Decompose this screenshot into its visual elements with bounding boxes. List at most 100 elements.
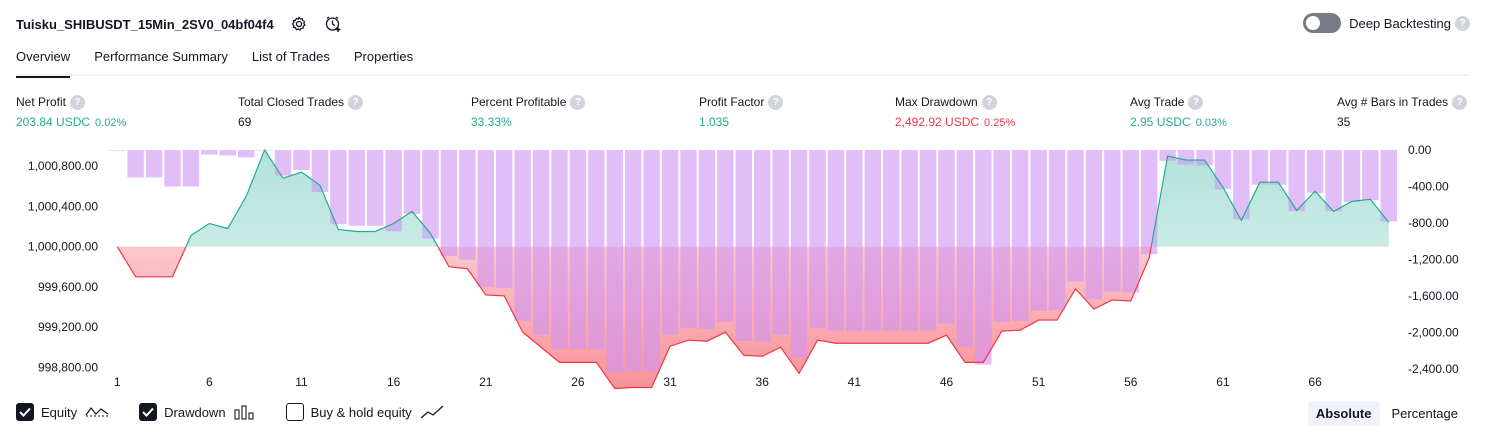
- y-right-tick-label: -2,000.00: [1408, 326, 1459, 340]
- help-icon[interactable]: ?: [1452, 94, 1468, 110]
- checkbox-drawdown[interactable]: [139, 403, 158, 421]
- checkbox-equity[interactable]: [16, 403, 34, 421]
- deep-backtesting: Deep Backtesting ?: [1303, 13, 1470, 33]
- y-right-tick-label: -400.00: [1408, 180, 1449, 194]
- drawdown-bar: [385, 150, 402, 232]
- tab-list-of-trades[interactable]: List of Trades: [251, 49, 330, 64]
- buy-hold-line-icon: [420, 404, 444, 420]
- metric-percent: 0.02%: [95, 117, 127, 129]
- drawdown-bar: [754, 150, 771, 342]
- drawdown-bar: [606, 150, 623, 372]
- drawdown-bar: [717, 150, 734, 322]
- drawdown-bar: [477, 150, 494, 288]
- drawdown-bar: [1233, 150, 1250, 220]
- strategy-title: Tuisku_SHIBUSDT_15Min_2SV0_04bf04f4: [16, 16, 274, 32]
- metric-label: Net Profit: [16, 95, 67, 109]
- drawdown-bar: [864, 150, 881, 331]
- drawdown-bar: [145, 150, 163, 178]
- drawdown-bar: [1030, 150, 1047, 311]
- x-tick-label: 51: [1032, 375, 1046, 389]
- drawdown-bar: [293, 150, 310, 171]
- help-icon[interactable]: ?: [570, 94, 586, 110]
- legend-label: Equity: [41, 404, 78, 420]
- deep-backtesting-toggle[interactable]: [1303, 13, 1342, 33]
- y-left-tick-label: 998,800.00: [38, 360, 98, 374]
- metric-net-profit: Net Profit? 203.84 USDC 0.02%: [16, 94, 126, 129]
- tab-properties[interactable]: Properties: [353, 49, 414, 64]
- equity-drawdown-chart[interactable]: 1,000,800.00 1,000,400.00 1,000,000.00 999,…: [0, 140, 1486, 390]
- drawdown-bar: [827, 150, 845, 331]
- drawdown-bar: [274, 150, 292, 176]
- report-tabs: Overview Performance Summary List of Tra…: [16, 46, 1470, 78]
- help-icon[interactable]: ?: [981, 94, 997, 110]
- metric-avg-trade: Avg Trade? 2.95 USDC 0.03%: [1130, 94, 1227, 129]
- help-icon[interactable]: ?: [1188, 94, 1204, 110]
- drawdown-bar: [1270, 150, 1287, 185]
- drawdown-bar: [1048, 150, 1066, 310]
- drawdown-bar: [680, 150, 697, 329]
- metric-percent: 0.25%: [984, 117, 1016, 129]
- tab-overview[interactable]: Overview: [16, 46, 71, 78]
- x-tick-label: 1: [114, 375, 121, 389]
- help-icon[interactable]: ?: [768, 94, 784, 110]
- x-tick-label: 31: [663, 375, 677, 389]
- drawdown-bar: [975, 150, 992, 365]
- drawdown-bar: [735, 150, 752, 341]
- drawdown-bar: [514, 150, 531, 321]
- drawdown-bar: [1214, 150, 1232, 190]
- x-tick-label: 21: [479, 375, 493, 389]
- metrics-row: Net Profit? 203.84 USDC 0.02% Total Close…: [16, 94, 1470, 130]
- drawdown-bar: [698, 150, 716, 330]
- help-icon[interactable]: ?: [70, 94, 86, 110]
- drawdown-bar: [1251, 150, 1268, 185]
- drawdown-bar: [330, 150, 347, 224]
- legend-drawdown[interactable]: Drawdown: [139, 403, 255, 421]
- drawdown-bar: [1177, 150, 1195, 165]
- drawdown-bar: [993, 150, 1010, 322]
- drawdown-bar: [532, 150, 550, 335]
- metric-label: Avg # Bars in Trades: [1337, 95, 1449, 109]
- drawdown-bar: [588, 150, 605, 350]
- x-tick-label: 41: [848, 375, 862, 389]
- x-tick-label: 36: [756, 375, 770, 389]
- drawdown-bar: [1306, 150, 1324, 193]
- drawdown-bar: [569, 150, 587, 350]
- checkbox-buy-hold-equity[interactable]: [285, 403, 304, 421]
- drawdown-bar: [164, 150, 181, 187]
- legend-equity[interactable]: Equity: [16, 403, 109, 421]
- drawdown-bar: [809, 150, 826, 329]
- drawdown-bar: [127, 150, 144, 178]
- help-icon[interactable]: ?: [348, 94, 364, 110]
- y-left-tick-label: 999,600.00: [38, 280, 98, 294]
- drawdown-bar: [956, 150, 974, 348]
- drawdown-bar: [551, 150, 568, 350]
- y-right-tick-label: -800.00: [1408, 216, 1449, 230]
- help-icon[interactable]: ?: [1455, 15, 1470, 31]
- equity-line-positive: [117, 148, 1390, 247]
- toggle-knob: [1306, 16, 1321, 30]
- drawdown-bar: [182, 150, 200, 187]
- metric-avg-bars-in-trades: Avg # Bars in Trades? 35: [1337, 94, 1468, 129]
- drawdown-bar: [661, 150, 679, 335]
- y-left-tick-label: 999,200.00: [38, 320, 98, 334]
- x-tick-label: 66: [1308, 375, 1322, 389]
- drawdown-bar: [1141, 150, 1158, 255]
- tab-performance-summary[interactable]: Performance Summary: [94, 49, 228, 64]
- drawdown-bars-icon: [234, 404, 256, 420]
- drawdown-bar: [348, 150, 365, 226]
- metric-value: 33.33%: [471, 115, 512, 129]
- scale-mode-switch: Absolute Percentage: [1304, 401, 1466, 426]
- settings-icon[interactable]: [290, 15, 308, 33]
- add-alert-icon[interactable]: [324, 15, 342, 33]
- metric-max-drawdown: Max Drawdown? 2,492.92 USDC 0.25%: [895, 94, 1015, 129]
- drawdown-bar: [1380, 150, 1397, 222]
- mode-absolute-button[interactable]: Absolute: [1307, 401, 1380, 426]
- drawdown-bar: [201, 150, 218, 155]
- mode-percentage-button[interactable]: Percentage: [1391, 406, 1459, 421]
- legend-buy-hold-equity[interactable]: Buy & hold equity: [285, 403, 444, 421]
- metric-value: 1.035: [699, 115, 730, 129]
- drawdown-bar: [311, 150, 329, 193]
- drawdown-bar: [367, 150, 384, 226]
- drawdown-bar: [459, 150, 476, 260]
- metric-total-closed-trades: Total Closed Trades? 69: [238, 94, 364, 129]
